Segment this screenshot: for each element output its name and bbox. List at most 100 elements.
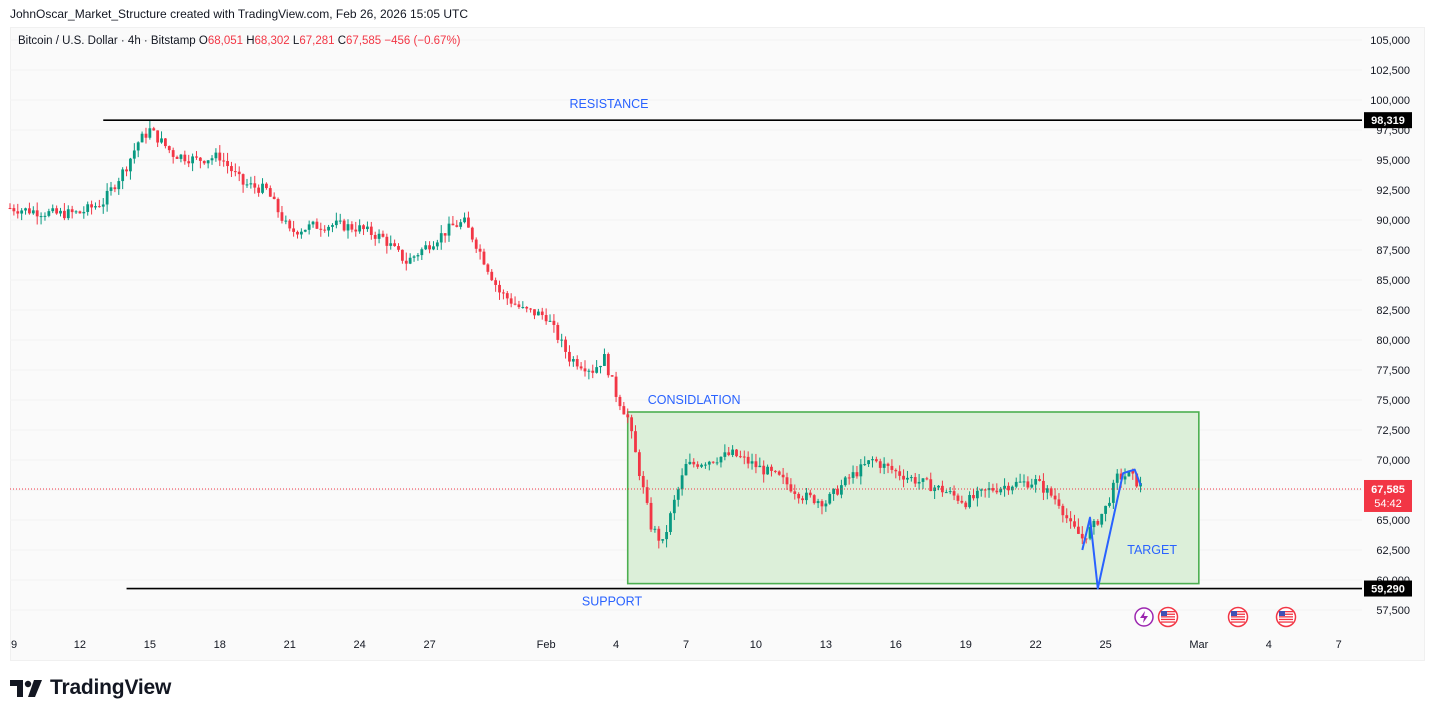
candle [350, 221, 354, 233]
candle [167, 145, 171, 154]
candle [777, 470, 781, 476]
candle [719, 456, 723, 468]
candle [257, 184, 261, 197]
lightning-event-icon[interactable] [1134, 607, 1154, 627]
candle [820, 499, 824, 515]
candle [230, 161, 233, 178]
candle [1084, 538, 1088, 544]
candle [680, 468, 684, 496]
us-flag-icon[interactable] [1227, 606, 1249, 628]
target-zigzag[interactable] [1081, 468, 1142, 590]
y-tick-label: 95,000 [1376, 155, 1410, 167]
tradingview-brand[interactable]: TradingView [10, 676, 171, 700]
x-tick-label: 12 [74, 639, 86, 651]
candle [338, 213, 342, 225]
candle [964, 500, 968, 510]
x-tick-label: 27 [423, 639, 435, 651]
time-axis[interactable]: 9 12 15 18 21 24 27 Feb 4 7 10 13 16 19 22 25 Mar 4 7 [11, 639, 1342, 651]
x-tick-label: 16 [890, 639, 902, 651]
candle [206, 160, 210, 169]
candle [121, 167, 125, 190]
x-tick-label: 19 [960, 639, 972, 651]
candle [1115, 469, 1119, 490]
candle [544, 308, 548, 325]
candle [451, 215, 455, 226]
candle [498, 280, 501, 300]
candle [587, 368, 591, 380]
candle [381, 230, 385, 238]
candle [315, 218, 319, 230]
candle [404, 252, 408, 271]
candle [12, 204, 16, 216]
candle [373, 231, 377, 246]
candle [723, 444, 727, 461]
candle [579, 362, 583, 371]
candle [420, 247, 424, 260]
candle [129, 157, 132, 180]
candle [894, 468, 898, 479]
candle [1030, 478, 1034, 489]
y-tick-label: 102,500 [1370, 65, 1410, 77]
y-tick-label: 82,500 [1376, 305, 1410, 317]
candle [354, 221, 358, 237]
candle [280, 205, 284, 224]
candle [738, 450, 742, 459]
candle [1076, 518, 1080, 535]
candle [152, 126, 156, 131]
candle [750, 453, 754, 470]
candle [288, 219, 292, 232]
candle [1003, 478, 1006, 497]
candle [8, 203, 12, 210]
candle [742, 450, 746, 465]
candle [995, 483, 999, 495]
candle [653, 525, 657, 533]
candle [886, 462, 890, 474]
level-price-badge [1364, 112, 1412, 129]
candle [832, 488, 836, 501]
candle [863, 456, 867, 466]
candle [975, 486, 979, 507]
candle [571, 356, 575, 367]
candle [1104, 505, 1107, 522]
candle [855, 466, 859, 479]
candle [408, 253, 412, 265]
candle [82, 206, 86, 219]
us-flag-icon[interactable] [1275, 606, 1297, 628]
candle [393, 239, 397, 247]
candle [564, 336, 567, 359]
candle [222, 152, 226, 167]
candle [583, 360, 587, 377]
x-tick-label: Mar [1189, 639, 1208, 651]
consolidation-box[interactable] [626, 411, 1200, 585]
low-value: 67,281 [299, 35, 335, 47]
candle [944, 489, 948, 494]
candle [455, 220, 459, 228]
candle [805, 488, 808, 505]
candle [51, 204, 55, 214]
candle [432, 241, 435, 251]
candle [517, 300, 521, 309]
y-tick-label: 72,500 [1376, 425, 1410, 437]
open-label: O [198, 35, 208, 47]
candle [140, 131, 144, 143]
candle [136, 141, 140, 158]
candle [867, 460, 870, 467]
levels: RESISTANCE SUPPORT [103, 97, 1362, 609]
candle [968, 491, 972, 509]
event-icons[interactable] [1134, 606, 1297, 628]
candle [66, 205, 70, 221]
candle [634, 425, 637, 453]
candle [94, 202, 97, 210]
target-path: TARGET [1081, 468, 1177, 590]
symbol-name: Bitcoin / U.S. Dollar · 4h · Bitstamp [18, 35, 196, 47]
price-axis[interactable]: 105,000102,500100,00097,50095,00092,5009… [1364, 35, 1412, 617]
candle [1049, 486, 1053, 498]
candle [727, 447, 731, 457]
us-flag-icon[interactable] [1157, 606, 1179, 628]
candle [568, 345, 571, 367]
candle [676, 486, 680, 507]
candle [171, 147, 175, 164]
candle [1080, 526, 1084, 544]
candle [669, 511, 672, 535]
